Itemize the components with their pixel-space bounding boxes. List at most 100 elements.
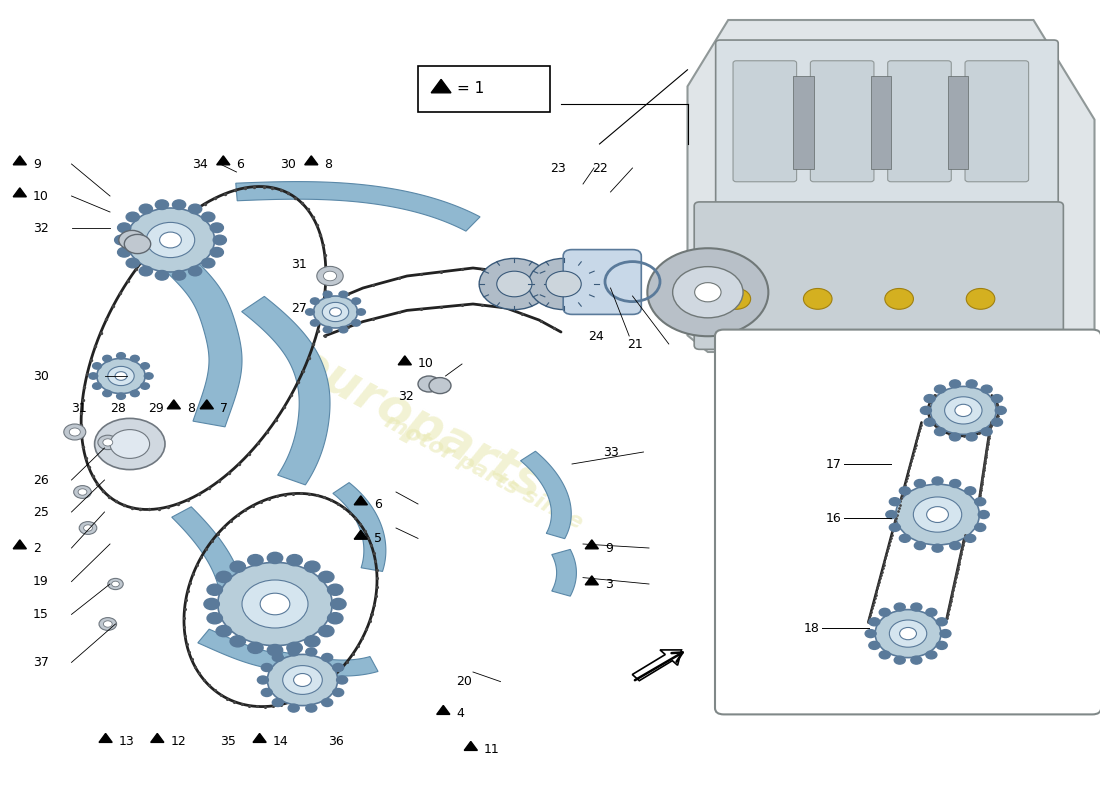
Text: 29: 29 <box>148 402 164 414</box>
Text: 14: 14 <box>273 735 288 748</box>
Circle shape <box>546 271 581 297</box>
FancyBboxPatch shape <box>871 77 891 170</box>
Point <box>911 422 928 434</box>
Point <box>432 266 450 278</box>
Circle shape <box>78 489 87 495</box>
Point <box>975 464 992 477</box>
Point <box>945 579 962 592</box>
Point <box>870 575 888 588</box>
Point <box>304 686 321 698</box>
Point <box>349 640 366 653</box>
Circle shape <box>146 222 195 258</box>
Point <box>943 590 960 603</box>
FancyBboxPatch shape <box>716 40 1058 206</box>
Circle shape <box>949 542 960 550</box>
Point <box>896 475 914 488</box>
Point <box>222 514 240 527</box>
Circle shape <box>911 603 922 611</box>
Circle shape <box>216 571 231 582</box>
Circle shape <box>914 479 925 487</box>
Circle shape <box>356 309 365 315</box>
Point <box>192 550 210 563</box>
Circle shape <box>932 544 943 552</box>
Point <box>256 700 274 713</box>
Circle shape <box>230 561 245 572</box>
Point <box>977 450 994 463</box>
Text: europarts: europarts <box>285 338 551 510</box>
Point <box>354 631 372 644</box>
Point <box>200 679 218 692</box>
Point <box>275 401 293 414</box>
Point <box>874 558 892 571</box>
Circle shape <box>879 651 890 659</box>
Polygon shape <box>172 506 243 590</box>
Text: 17: 17 <box>826 458 842 470</box>
Point <box>150 502 167 515</box>
Point <box>268 490 286 502</box>
Text: 32: 32 <box>398 390 414 402</box>
Point <box>145 240 163 253</box>
Circle shape <box>894 656 905 664</box>
Point <box>195 674 212 686</box>
Point <box>367 590 385 602</box>
Point <box>869 578 887 591</box>
Point <box>953 546 970 558</box>
Circle shape <box>497 271 532 297</box>
Point <box>954 539 971 552</box>
Point <box>970 426 988 439</box>
Text: 24: 24 <box>588 330 604 342</box>
Point <box>91 326 109 339</box>
Circle shape <box>112 581 119 587</box>
Point <box>976 454 993 467</box>
Circle shape <box>126 212 140 222</box>
Point <box>346 512 364 525</box>
Point <box>912 418 930 431</box>
Circle shape <box>331 598 346 610</box>
Circle shape <box>97 358 145 394</box>
Point <box>895 482 913 494</box>
Circle shape <box>110 430 150 458</box>
Point <box>74 394 91 406</box>
Point <box>513 271 530 284</box>
Point <box>249 700 266 713</box>
Point <box>950 430 968 442</box>
Point <box>180 646 198 658</box>
Point <box>949 562 967 575</box>
Point <box>878 549 895 562</box>
Point <box>936 426 954 438</box>
Text: 3: 3 <box>605 578 613 590</box>
Point <box>906 438 924 451</box>
Polygon shape <box>253 734 266 742</box>
Point <box>283 388 300 401</box>
Circle shape <box>267 654 338 706</box>
Point <box>865 598 882 611</box>
Point <box>980 431 998 444</box>
Circle shape <box>895 484 979 545</box>
Circle shape <box>900 627 916 640</box>
Polygon shape <box>13 540 26 549</box>
Circle shape <box>306 704 317 712</box>
Point <box>893 488 911 501</box>
Point <box>888 512 905 525</box>
Point <box>175 621 192 634</box>
Polygon shape <box>235 182 480 231</box>
Point <box>80 461 98 474</box>
Point <box>311 681 329 694</box>
Point <box>982 419 1000 432</box>
Circle shape <box>991 418 1002 426</box>
Text: 34: 34 <box>192 158 208 170</box>
Circle shape <box>884 289 913 310</box>
Point <box>976 458 993 471</box>
Point <box>233 698 251 710</box>
Point <box>136 250 154 263</box>
Point <box>546 322 563 334</box>
Circle shape <box>914 542 925 550</box>
Circle shape <box>230 636 245 647</box>
Circle shape <box>114 235 128 245</box>
Circle shape <box>328 613 343 624</box>
Circle shape <box>117 393 125 399</box>
Polygon shape <box>278 652 378 676</box>
Point <box>873 565 891 578</box>
Text: 18: 18 <box>804 622 820 634</box>
Point <box>886 518 903 531</box>
